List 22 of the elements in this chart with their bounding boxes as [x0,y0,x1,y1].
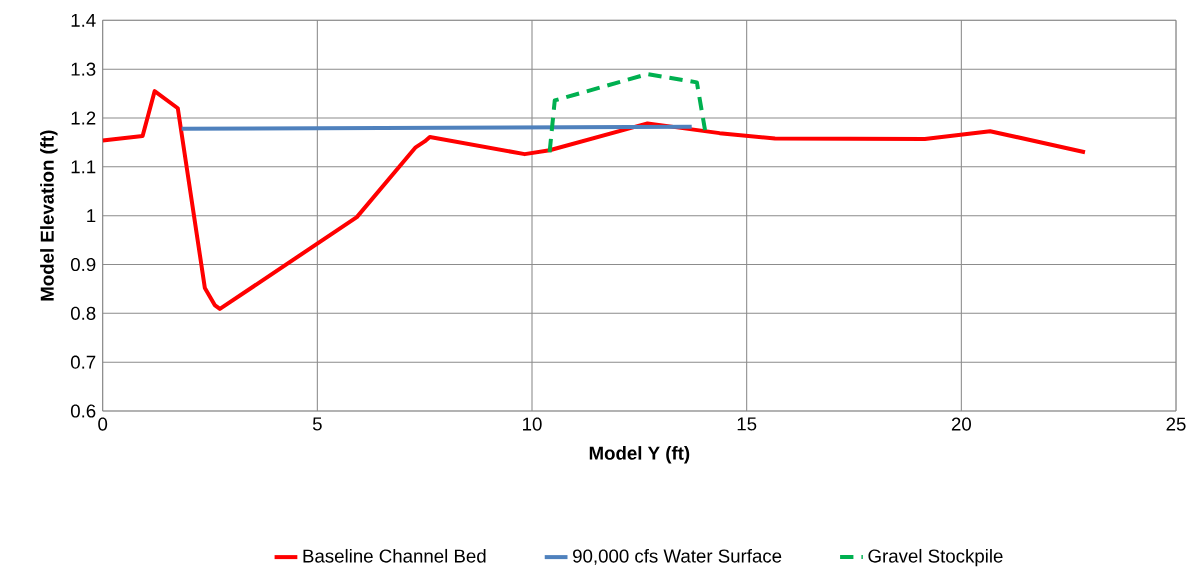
legend-label: Baseline Channel Bed [303,548,486,563]
y-tick-label: 1.2 [71,111,96,125]
y-tick-label: 1.3 [71,62,96,76]
y-tick-label: 1 [87,209,96,223]
line-series [102,89,1087,311]
line-series [547,72,708,155]
legend-label: 90,000 cfs Water Surface [573,548,782,565]
y-tick-label: 0.9 [70,257,96,272]
x-tick-label: 25 [1166,417,1186,431]
y-tick-label: 1.1 [71,160,96,174]
legend-label: Gravel Stockpile [868,548,1003,567]
x-tick-label: 10 [523,417,542,431]
x-tick-label: 15 [737,417,757,431]
x-tick-label: 0 [98,417,108,431]
y-tick-label: 0.6 [70,404,96,418]
y-tick-label: 0.7 [70,355,96,369]
x-tick-label: 5 [312,417,322,431]
x-tick-label: 20 [951,417,971,431]
y-axis-title: Model Elevation (ft) [40,130,58,301]
y-tick-label: 0.8 [70,306,96,320]
y-tick-label: 1.4 [71,13,96,27]
x-axis-title: Model Y (ft) [589,446,690,464]
